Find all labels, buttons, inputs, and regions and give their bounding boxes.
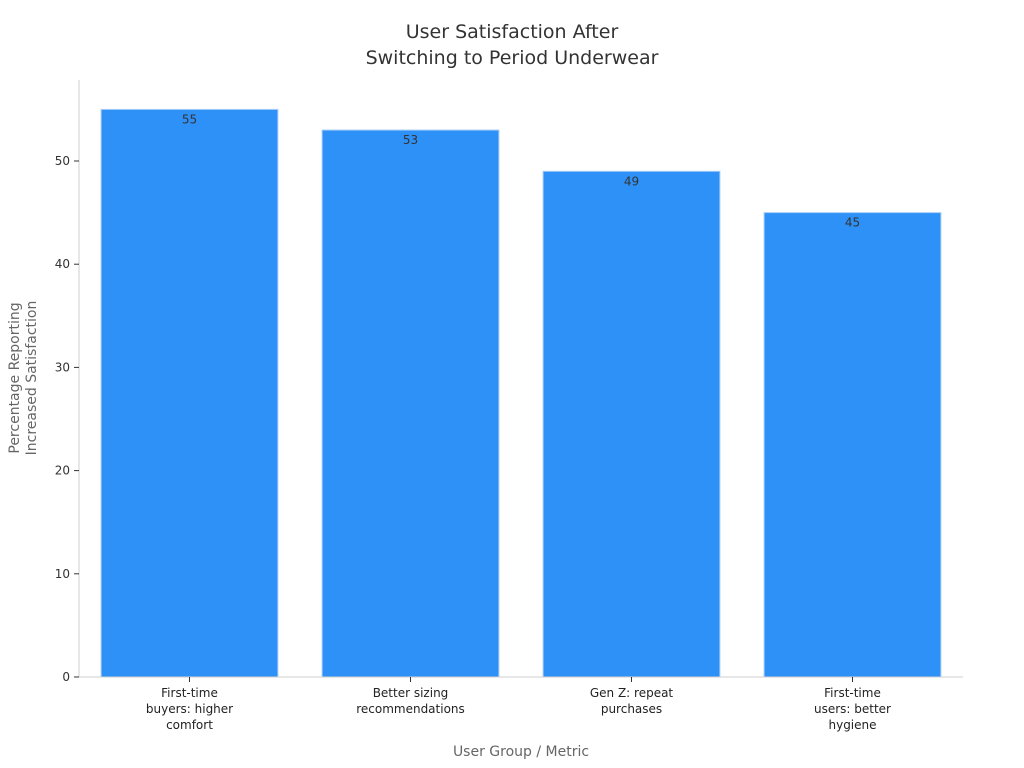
x-tick-label: First-time xyxy=(161,686,218,700)
x-tick-label: Better sizing xyxy=(373,686,449,700)
x-tick-label: buyers: higher xyxy=(146,702,233,716)
bar-data-label: 55 xyxy=(182,112,197,126)
bars-layer xyxy=(100,108,942,678)
labels-layer: 55 First-time buyers: higher comfort 53 Bette… xyxy=(146,112,891,732)
y-tick-label: 10 xyxy=(55,567,70,581)
y-tick-label: 30 xyxy=(55,360,70,374)
axes-layer xyxy=(78,80,963,678)
x-axis-label: User Group / Metric xyxy=(453,744,589,760)
bar-data-label: 49 xyxy=(624,174,639,188)
bar-data-label: 45 xyxy=(845,216,860,230)
bar xyxy=(542,170,721,678)
y-axis-label: Percentage Reporting Increased Satisfact… xyxy=(7,301,40,456)
y-tick-label: 40 xyxy=(55,257,70,271)
y-tick-label: 50 xyxy=(55,154,70,168)
x-tick-label: Gen Z: repeat xyxy=(590,686,674,700)
x-tick-label: purchases xyxy=(601,702,662,716)
x-tick-label: First-time xyxy=(824,686,881,700)
bar xyxy=(321,129,500,678)
x-tick-label: hygiene xyxy=(828,718,876,732)
bar xyxy=(763,212,942,678)
bar xyxy=(100,108,279,678)
y-tick-label: 0 xyxy=(62,670,70,684)
chart-title-line-2: Switching to Period Underwear xyxy=(365,47,659,69)
chart-title-line-1: User Satisfaction After xyxy=(405,21,619,43)
bar-data-label: 53 xyxy=(403,133,418,147)
y-tick-label: 20 xyxy=(55,464,70,478)
x-tick-label: users: better xyxy=(814,702,891,716)
x-tick-label: recommendations xyxy=(356,702,465,716)
x-tick-label: comfort xyxy=(166,718,213,732)
y-axis-label-line-1: Percentage Reporting xyxy=(7,302,23,453)
ticks-layer: 0 10 20 30 40 50 xyxy=(55,154,853,684)
y-axis-label-line-2: Increased Satisfaction xyxy=(24,301,40,456)
